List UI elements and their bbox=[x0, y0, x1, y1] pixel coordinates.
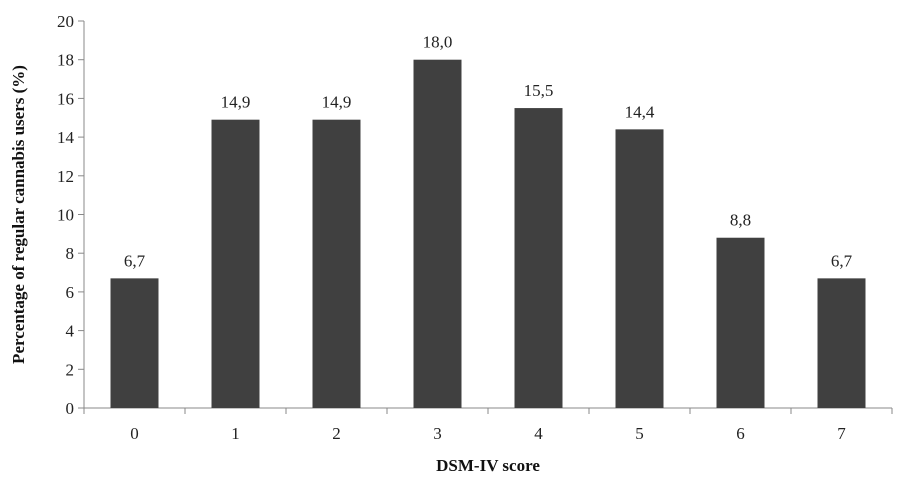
data-label: 15,5 bbox=[524, 81, 554, 100]
bar-2 bbox=[312, 119, 361, 408]
y-tick-label: 12 bbox=[57, 167, 74, 186]
y-axis-title: Percentage of regular cannabis users (%) bbox=[9, 65, 28, 364]
data-label: 14,4 bbox=[625, 102, 655, 121]
x-axis-title: DSM-IV score bbox=[436, 456, 540, 475]
y-tick-label: 20 bbox=[57, 12, 74, 31]
y-tick-label: 14 bbox=[57, 128, 75, 147]
y-tick-label: 4 bbox=[66, 322, 75, 341]
data-label: 6,7 bbox=[124, 251, 146, 270]
y-tick-label: 8 bbox=[66, 244, 75, 263]
bar-0 bbox=[110, 278, 159, 408]
x-tick-label: 4 bbox=[534, 424, 543, 443]
bar-5 bbox=[615, 129, 664, 409]
bar-3 bbox=[413, 59, 462, 408]
x-tick-label: 3 bbox=[433, 424, 442, 443]
x-tick-label: 0 bbox=[130, 424, 139, 443]
y-tick-label: 16 bbox=[57, 89, 74, 108]
data-label: 8,8 bbox=[730, 211, 751, 230]
y-tick-label: 0 bbox=[66, 399, 75, 418]
bar-4 bbox=[514, 108, 563, 408]
data-labels: 6,7 14,9 14,9 18,0 15,5 14,4 8,8 6,7 bbox=[124, 33, 853, 271]
y-tick-label: 18 bbox=[57, 51, 74, 70]
x-tick-label: 7 bbox=[837, 424, 846, 443]
x-tick-label: 1 bbox=[231, 424, 240, 443]
x-tick-label: 2 bbox=[332, 424, 341, 443]
x-tick-label: 5 bbox=[635, 424, 644, 443]
data-label: 6,7 bbox=[831, 251, 853, 270]
y-tick-label: 2 bbox=[66, 360, 75, 379]
x-axis: 0 1 2 3 4 5 6 7 bbox=[83, 407, 893, 443]
bar-6 bbox=[716, 237, 765, 408]
bar-1 bbox=[211, 119, 260, 408]
y-tick-label: 6 bbox=[66, 283, 75, 302]
x-tick-label: 6 bbox=[736, 424, 745, 443]
y-axis: 0 2 4 6 8 10 12 14 16 18 20 bbox=[57, 12, 85, 418]
bar-7 bbox=[817, 278, 866, 408]
data-label: 14,9 bbox=[322, 93, 352, 112]
y-tick-label: 10 bbox=[57, 206, 74, 225]
data-label: 14,9 bbox=[221, 93, 251, 112]
bars bbox=[110, 59, 866, 409]
data-label: 18,0 bbox=[423, 33, 453, 52]
